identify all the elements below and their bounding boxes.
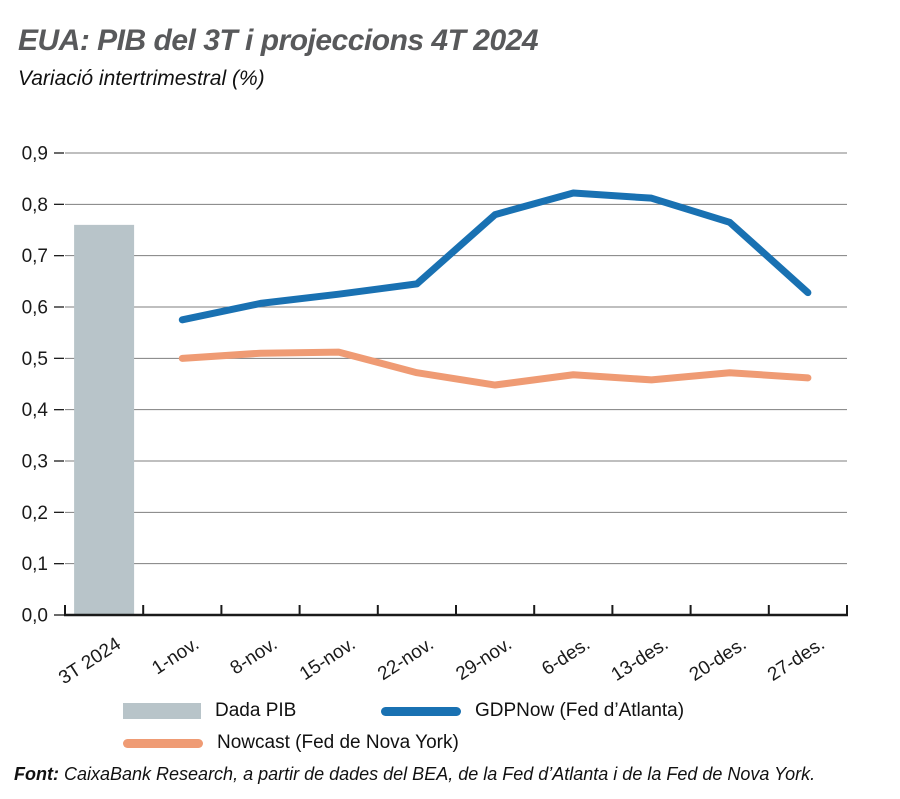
y-tick-label: 0,5 bbox=[22, 349, 48, 370]
x-tick-label: 6-des. bbox=[538, 634, 594, 680]
chart-title: EUA: PIB del 3T i projeccions 4T 2024 bbox=[18, 24, 539, 57]
source-text: CaixaBank Research, a partir de dades de… bbox=[58, 764, 816, 784]
x-tick-label: 3T 2024 bbox=[55, 633, 125, 689]
y-tick-label: 0,6 bbox=[22, 298, 48, 319]
legend-item-nowcast: Nowcast (Fed de Nova York) bbox=[123, 732, 459, 754]
x-tick-label: 29-nov. bbox=[452, 634, 515, 685]
source-prefix: Font: bbox=[14, 764, 59, 784]
source-note: Font: CaixaBank Research, a partir de da… bbox=[14, 764, 894, 785]
y-tick-label: 0,0 bbox=[22, 606, 48, 627]
x-tick-label: 8-nov. bbox=[227, 634, 282, 680]
y-tick-label: 0,9 bbox=[22, 144, 48, 165]
x-tick-label: 20-des. bbox=[686, 634, 751, 686]
y-tick-label: 0,4 bbox=[22, 400, 49, 421]
chart-legend: Dada PIB GDPNow (Fed d’Atlanta) Nowcast … bbox=[123, 700, 883, 754]
y-tick-label: 0,7 bbox=[22, 246, 48, 267]
legend-label-dada-pib: Dada PIB bbox=[215, 700, 297, 721]
nowcast-line bbox=[178, 348, 812, 389]
bar-swatch-icon bbox=[123, 703, 201, 719]
x-tick-label: 1-nov. bbox=[148, 634, 203, 680]
nowcast-line-swatch-icon bbox=[123, 738, 203, 748]
gdpnow-line bbox=[178, 189, 812, 324]
legend-label-nowcast: Nowcast (Fed de Nova York) bbox=[217, 732, 459, 753]
legend-item-gdpnow: GDPNow (Fed d’Atlanta) bbox=[381, 700, 883, 722]
y-tick-label: 0,8 bbox=[22, 195, 48, 216]
gdp-bar bbox=[74, 224, 135, 615]
legend-label-gdpnow: GDPNow (Fed d’Atlanta) bbox=[475, 700, 685, 721]
chart-area: 0,0 0,1 0,2 0,3 0,4 0,5 0,6 0,7 0,8 0,9 3T 2024 1-n… bbox=[0, 140, 900, 700]
legend-item-dada-pib: Dada PIB bbox=[123, 700, 381, 722]
chart-subtitle: Variació intertrimestral (%) bbox=[18, 67, 265, 90]
y-tick-label: 0,2 bbox=[22, 503, 48, 524]
x-tick-label: 13-des. bbox=[608, 634, 673, 686]
x-tick-label: 15-nov. bbox=[296, 634, 359, 685]
y-tick-label: 0,3 bbox=[22, 452, 48, 473]
gdpnow-line-swatch-icon bbox=[381, 706, 461, 716]
y-tick-label: 0,1 bbox=[22, 554, 48, 575]
gdp-projections-chart: 0,0 0,1 0,2 0,3 0,4 0,5 0,6 0,7 0,8 0,9 3T 2024 1-n… bbox=[22, 144, 848, 689]
x-tick-label: 27-des. bbox=[764, 634, 829, 686]
chart-header: EUA: PIB del 3T i projeccions 4T 2024 Va… bbox=[0, 0, 900, 91]
x-tick-label: 22-nov. bbox=[374, 634, 437, 685]
